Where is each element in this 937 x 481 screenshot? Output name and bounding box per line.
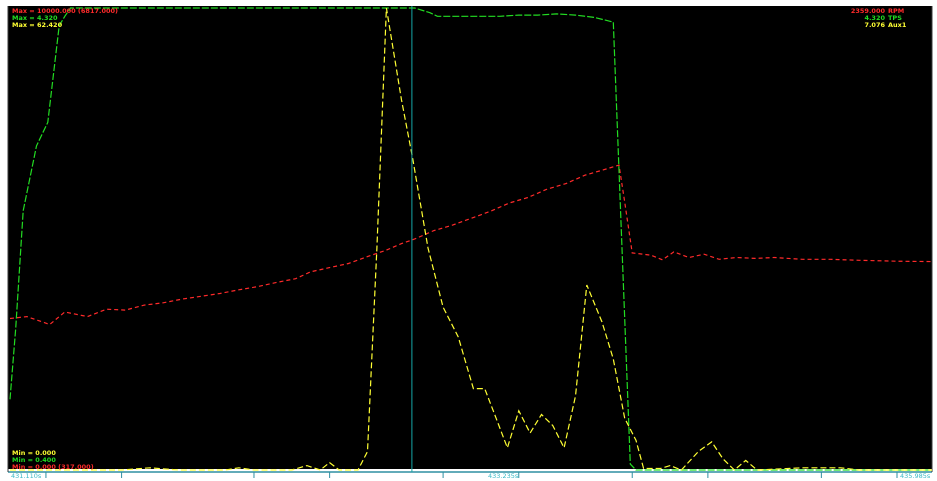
tps-min-label: Min = 0.400 [12, 456, 56, 464]
series-line-tps [9, 7, 932, 471]
tps-readout-value: 4.320 [864, 14, 885, 22]
series-layer [9, 7, 933, 471]
aux1-readout-value: 7.076 [864, 21, 885, 29]
aux1-max-label: Max = 62.420 [12, 21, 63, 29]
x-tick-group [45, 472, 898, 478]
plot-background [8, 6, 932, 469]
tps-readout-unit: TPS [888, 14, 902, 22]
x-cursor-label: 433.235s [488, 472, 519, 480]
aux1-readout-unit: Aux1 [888, 21, 907, 29]
aux1-min-label: Min = 0.000 [12, 449, 56, 457]
rpm-readout-unit: RPM [888, 7, 905, 15]
x-end-label: 435.985s [900, 472, 931, 480]
x-start-label: 431.110s [11, 472, 42, 480]
tps-max-label: Max = 4.320 [12, 14, 58, 22]
series-line-aux1 [10, 7, 932, 471]
rpm-max-label: Max = 10000.000 (6817.000) [12, 7, 119, 15]
rpm-min-label: Min = 0.000 (317.000) [12, 463, 94, 471]
rpm-readout-value: 2359.000 [850, 7, 885, 15]
series-line-rpm [9, 164, 933, 326]
